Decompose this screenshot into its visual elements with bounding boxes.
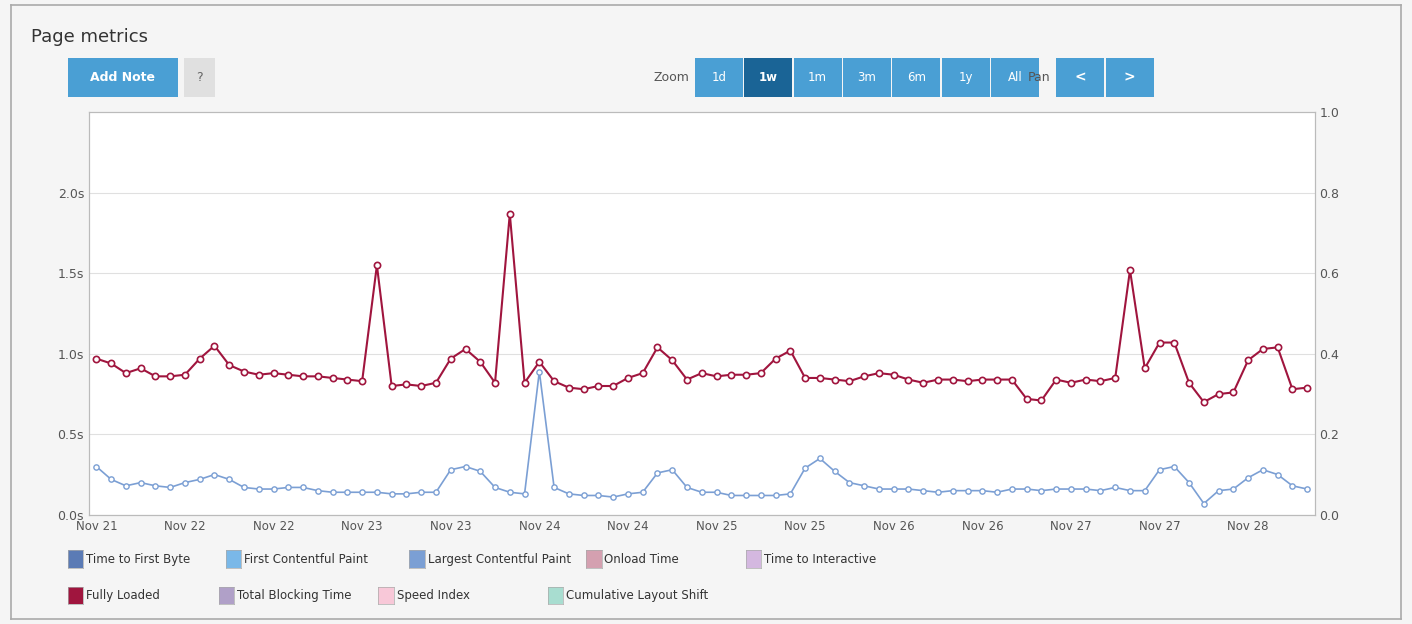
Text: Onload Time: Onload Time bbox=[604, 553, 679, 565]
Text: Time to Interactive: Time to Interactive bbox=[764, 553, 875, 565]
Text: Speed Index: Speed Index bbox=[397, 589, 470, 602]
Text: Pan: Pan bbox=[1028, 71, 1051, 84]
Text: Add Note: Add Note bbox=[90, 71, 155, 84]
Text: Total Blocking Time: Total Blocking Time bbox=[237, 589, 352, 602]
Text: First Contentful Paint: First Contentful Paint bbox=[244, 553, 369, 565]
Text: Fully Loaded: Fully Loaded bbox=[86, 589, 160, 602]
Text: >: > bbox=[1124, 71, 1135, 84]
Text: Page metrics: Page metrics bbox=[31, 28, 148, 46]
Text: 1w: 1w bbox=[758, 71, 778, 84]
Text: Zoom: Zoom bbox=[654, 71, 689, 84]
Text: <: < bbox=[1075, 71, 1086, 84]
Text: 1d: 1d bbox=[712, 71, 726, 84]
Text: ?: ? bbox=[196, 71, 202, 84]
Text: 1m: 1m bbox=[808, 71, 827, 84]
Text: Cumulative Layout Shift: Cumulative Layout Shift bbox=[566, 589, 709, 602]
Text: 3m: 3m bbox=[857, 71, 877, 84]
Text: All: All bbox=[1008, 71, 1022, 84]
Text: Time to First Byte: Time to First Byte bbox=[86, 553, 191, 565]
Text: 6m: 6m bbox=[907, 71, 926, 84]
Text: Largest Contentful Paint: Largest Contentful Paint bbox=[428, 553, 570, 565]
Text: 1y: 1y bbox=[959, 71, 973, 84]
